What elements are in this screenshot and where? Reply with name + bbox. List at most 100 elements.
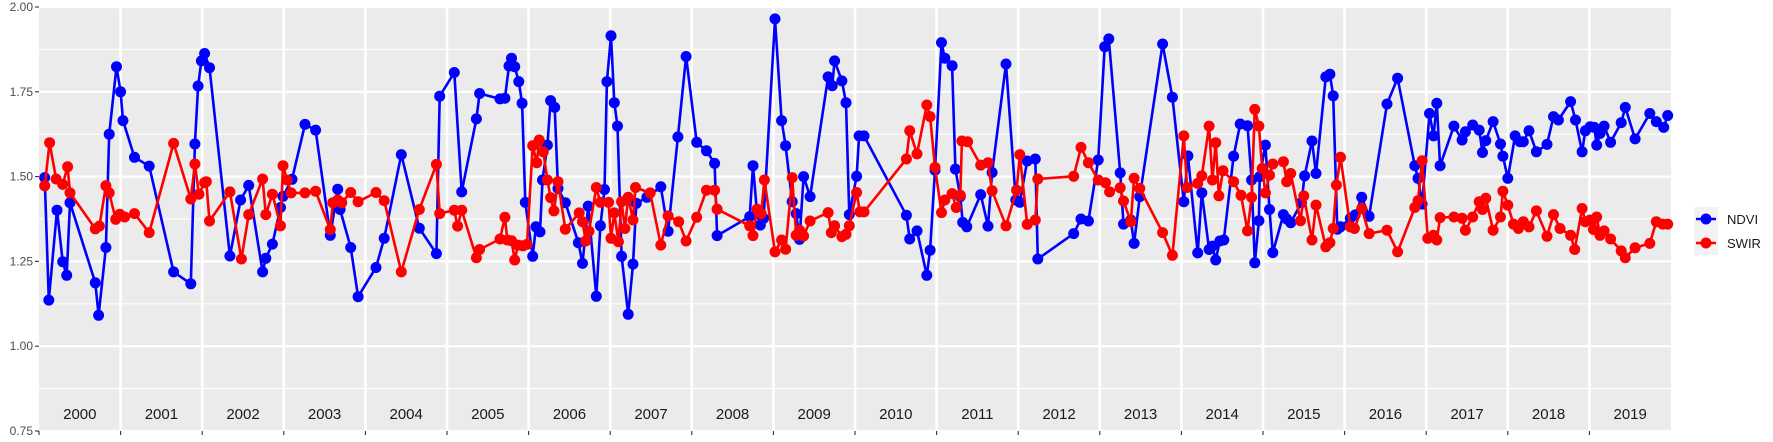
swir-point (1285, 168, 1297, 179)
swir-point (911, 148, 923, 160)
ndvi-point (826, 80, 838, 92)
swir-point (57, 178, 69, 190)
ndvi-point (370, 262, 382, 273)
year-label: 2010 (879, 406, 912, 423)
swir-point (1032, 173, 1044, 185)
swir-point (430, 158, 442, 170)
ndvi-point (115, 86, 127, 98)
ndvi-point (982, 220, 994, 232)
ndvi-point (599, 184, 610, 195)
ndvi-point (204, 62, 215, 74)
swir-point (1324, 237, 1336, 249)
swir-point (939, 194, 951, 206)
swir-point (521, 238, 533, 250)
ndvi-point (89, 277, 101, 289)
ndvi-point (143, 160, 155, 172)
ndvi-point (1259, 139, 1271, 151)
swir-point (1203, 120, 1215, 132)
legend-item-ndvi: NDVI (1696, 212, 1758, 227)
ndvi-point (921, 269, 933, 281)
ndvi-point (352, 291, 364, 303)
ndvi-point (900, 209, 912, 221)
swir-point (1335, 151, 1346, 163)
swir-point (200, 176, 212, 188)
ndvi-point (129, 151, 140, 163)
swir-point (962, 136, 974, 148)
swir-point (1591, 211, 1603, 223)
ndvi-point (1032, 253, 1044, 265)
swir-point (93, 220, 105, 232)
y-tick-label: 1.25 (10, 254, 34, 268)
swir-point (1310, 199, 1322, 211)
ndvi-point (1092, 154, 1104, 166)
swir-point (281, 174, 293, 186)
ndvi-point (1196, 187, 1208, 199)
year-label: 2014 (1206, 406, 1239, 423)
swir-point (840, 228, 852, 240)
ndvi-point (1605, 136, 1617, 148)
ndvi-point (1228, 150, 1240, 162)
swir-point (143, 227, 155, 239)
swir-point (1598, 225, 1610, 237)
swir-point (594, 196, 606, 208)
swir-point (193, 188, 205, 200)
swir-point (1644, 237, 1656, 249)
swir-point (858, 206, 870, 218)
swir-point (1242, 225, 1253, 237)
y-axis: 2.00 1.75 1.50 1.25 1.00 0.75 (10, 0, 39, 438)
swir-point (243, 209, 255, 221)
swir-point (1253, 120, 1265, 132)
legend-label: SWIR (1727, 236, 1761, 251)
swir-point (285, 187, 297, 199)
ndvi-point (939, 52, 951, 64)
swir-point (499, 211, 511, 223)
ndvi-point (798, 171, 810, 183)
ndvi-point (1178, 196, 1190, 208)
swir-point (1249, 103, 1261, 115)
swir-point (776, 234, 788, 246)
swir-point (452, 220, 464, 232)
swir-point (1277, 156, 1289, 168)
ndvi-point (691, 136, 703, 148)
year-label: 2012 (1042, 406, 1075, 423)
ndvi-point (235, 194, 247, 206)
ndvi-point (499, 92, 511, 104)
swir-point (103, 187, 115, 199)
ndvi-point (1530, 146, 1542, 158)
swir-point (119, 211, 131, 223)
ndvi-point (1242, 120, 1253, 132)
swir-point (1327, 223, 1339, 234)
swir-point (1011, 184, 1023, 196)
swir-point (352, 196, 364, 208)
swir-point (900, 153, 912, 165)
ndvi-point (345, 242, 357, 253)
ndvi-point (474, 88, 486, 99)
swir-point (1228, 176, 1240, 188)
swir-point (1477, 204, 1488, 215)
ndvi-point (711, 230, 723, 242)
ndvi-point (1615, 117, 1627, 129)
ndvi-point (527, 250, 539, 262)
swir-point (1082, 157, 1094, 169)
ndvi-point (1448, 120, 1460, 132)
swir-point (1206, 174, 1218, 186)
swir-point (541, 174, 553, 186)
ndvi-point (1658, 121, 1670, 133)
ndvi-point (1431, 97, 1443, 109)
ndvi-point (1299, 170, 1311, 182)
ndvi-point (936, 37, 947, 49)
swir-point (608, 207, 620, 219)
swir-point (673, 216, 685, 228)
swir-point (936, 207, 947, 219)
swir-point (1330, 179, 1342, 191)
year-label: 2003 (308, 406, 341, 423)
ndvi-point (103, 128, 115, 140)
swir-point (434, 208, 446, 220)
swir-point (950, 202, 962, 213)
ndvi-point (1541, 138, 1553, 150)
ndvi-point (1249, 257, 1261, 269)
ndvi-point (1570, 114, 1581, 126)
swir-point (1431, 234, 1443, 246)
swir-point (1434, 212, 1446, 224)
